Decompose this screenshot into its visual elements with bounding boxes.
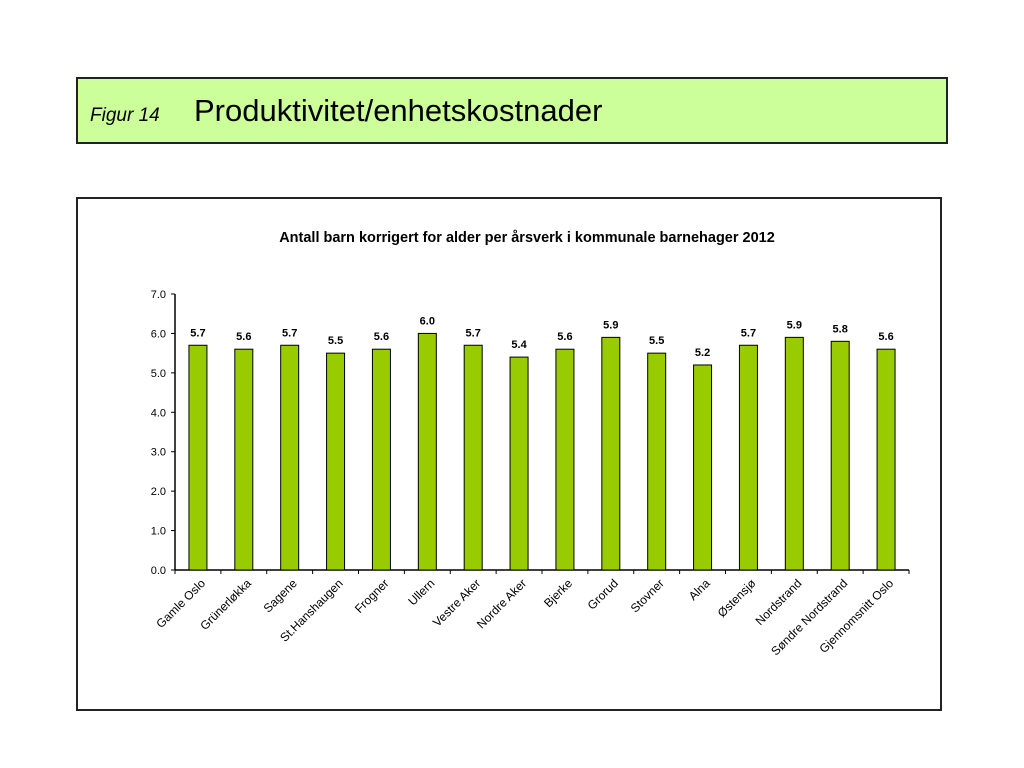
data-label: 5.5 (649, 335, 664, 347)
x-tick-label: Stovner (628, 576, 667, 615)
data-label: 5.9 (787, 319, 802, 331)
data-label: 5.7 (466, 327, 481, 339)
y-tick-label: 6.0 (151, 328, 166, 340)
data-label: 5.6 (557, 331, 572, 343)
x-tick-label: Søndre Nordstrand (768, 576, 850, 658)
y-tick-label: 5.0 (151, 368, 166, 380)
data-label: 5.9 (603, 319, 618, 331)
y-tick-label: 0.0 (151, 565, 166, 577)
bar (234, 348, 254, 571)
data-label: 6.0 (420, 315, 435, 327)
bar (188, 344, 208, 571)
page-title: Produktivitet/enhetskostnader (194, 93, 603, 128)
data-label: 5.7 (282, 327, 297, 339)
bar (601, 336, 621, 571)
bar (693, 364, 713, 571)
x-tick-label: Nordre Aker (474, 576, 529, 631)
bar (509, 356, 529, 571)
figure-label: Figur 14 (90, 105, 160, 126)
data-label: 5.5 (328, 335, 343, 347)
bar (417, 332, 437, 571)
x-tick-label: Bjerke (541, 576, 575, 610)
x-tick-label: Frogner (352, 576, 392, 616)
data-label: 5.6 (878, 331, 893, 343)
chart-frame: Antall barn korrigert for alder per årsv… (76, 197, 942, 711)
chart-bars (188, 332, 896, 571)
bar (280, 344, 300, 571)
data-label: 5.7 (741, 327, 756, 339)
bar (784, 336, 804, 571)
y-tick-label: 1.0 (151, 526, 166, 538)
bar (463, 344, 483, 571)
data-label: 5.4 (511, 339, 527, 351)
bar-chart: Antall barn korrigert for alder per årsv… (151, 230, 910, 658)
bar (326, 352, 346, 571)
chart-title: Antall barn korrigert for alder per årsv… (279, 230, 775, 246)
data-label: 5.2 (695, 347, 710, 359)
y-tick-label: 7.0 (151, 289, 166, 301)
x-tick-label: Grorud (585, 576, 621, 612)
y-tick-label: 4.0 (151, 407, 166, 419)
data-label: 5.6 (374, 331, 389, 343)
bar (647, 352, 667, 571)
x-tick-label: Ullern (405, 576, 437, 608)
data-label: 5.6 (236, 331, 251, 343)
bar (371, 348, 391, 571)
figure-header: Figur 14 Produktivitet/enhetskostnader (76, 77, 948, 144)
y-tick-label: 2.0 (151, 486, 166, 498)
x-tick-label: Alna (686, 576, 713, 603)
data-label: 5.7 (190, 327, 205, 339)
bar (830, 340, 850, 571)
bar (876, 348, 896, 571)
y-tick-label: 3.0 (151, 447, 166, 459)
data-label: 5.8 (833, 323, 848, 335)
x-tick-label: Østensjø (715, 576, 759, 620)
bar (738, 344, 758, 571)
x-tick-label: Sagene (261, 576, 300, 615)
bar (555, 348, 575, 571)
